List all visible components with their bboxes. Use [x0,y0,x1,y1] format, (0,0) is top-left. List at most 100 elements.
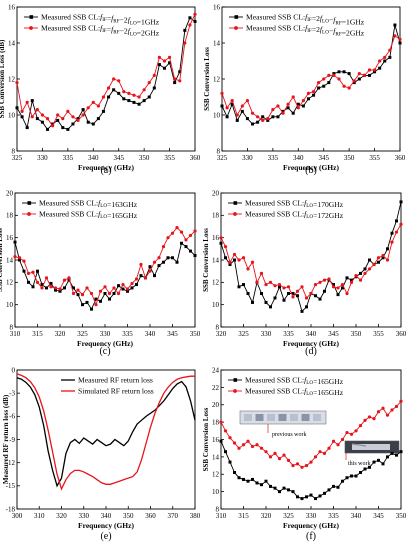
data-point [240,104,244,108]
data-point [188,233,193,238]
data-point [313,455,318,459]
x-tick-label: 355 [369,154,380,162]
x-tick-label: 310 [216,512,227,520]
y-tick-label: 0 [12,366,16,374]
data-point [179,230,184,234]
data-point [220,91,224,95]
data-point [94,297,98,301]
data-point [117,284,120,288]
data-point [166,236,170,240]
data-point [306,91,311,95]
data-point [188,16,192,20]
x-tick-label: 325 [238,330,249,338]
data-point [357,72,361,76]
data-point [54,288,57,292]
data-point [178,79,182,83]
data-point [352,81,356,85]
data-point [345,291,349,296]
data-point [162,260,165,264]
chart-panel: 320 325 330 335 340 345 350 355 360 8 10 12 14 16 18 20… [202,189,407,357]
data-point [127,99,131,103]
data-point [193,254,197,258]
x-tick-label: 335 [328,512,339,520]
data-point [350,474,353,478]
data-point [45,117,50,121]
data-point [282,453,286,457]
data-point [273,284,277,288]
data-point [332,283,335,287]
data-point [228,460,232,464]
data-point [359,271,362,275]
x-tick-label: 330 [261,330,272,338]
data-point [367,73,371,77]
data-point [276,115,280,119]
data-point [153,274,156,278]
data-point [94,303,98,307]
data-point [22,269,26,273]
data-point [56,118,60,122]
data-point [260,483,263,487]
data-point [76,288,80,292]
data-point [96,117,100,121]
data-point [35,108,39,112]
y-tick-label: 16 [8,3,16,11]
data-point [85,300,89,304]
data-point [372,417,376,421]
data-point [245,117,249,121]
data-point [157,256,161,260]
data-point [381,406,385,410]
data-point [13,255,17,259]
y-axis-label: SSB Conversion Loss [0,228,4,292]
data-point [264,282,268,287]
data-point [304,463,309,468]
legend-marker [233,212,237,216]
panel-caption: (d) [305,346,317,357]
data-point [269,484,272,488]
data-point [173,77,177,81]
data-point [273,486,277,490]
data-point [277,457,282,461]
data-point [112,88,116,92]
data-point [58,287,62,291]
data-point [36,269,39,273]
data-point [157,55,161,60]
data-point [230,99,234,103]
panel-caption: (f) [306,531,316,542]
x-tick-label: 335 [63,154,74,162]
data-point [286,102,290,106]
legend-label: Measured SSB CL:fLO=165GHz [245,387,344,398]
x-tick-label: 345 [113,154,124,162]
x-tick-label: 340 [351,512,362,520]
data-point [327,277,331,281]
y-tick-label: 20 [212,401,220,409]
data-point [259,446,264,450]
legend-label: Measured SSB CL:fIF=2fLO−fRF=2GHz [246,24,365,38]
data-point [76,293,80,297]
data-point [103,292,107,295]
y-tick-label: 14 [213,39,221,47]
y-tick-label: -9 [9,436,15,444]
data-point [377,260,380,264]
data-point [90,307,93,311]
y-tick-label: 10 [212,488,220,496]
data-point [49,285,53,289]
data-point [237,446,241,450]
data-point [340,437,345,442]
data-point [300,309,304,313]
data-point [337,77,341,81]
data-point [277,282,282,287]
x-tick-label: 350 [351,330,362,338]
x-tick-label: 315 [238,512,249,520]
data-point [347,72,351,76]
data-point [291,463,295,468]
data-point [166,256,170,260]
data-point [89,291,94,296]
data-point [86,120,90,124]
data-point [45,286,48,290]
x-tick-label: 360 [145,512,156,520]
data-point [327,488,331,492]
y-tick-label: 16 [213,3,221,11]
data-point [394,404,399,409]
data-point [225,106,229,110]
data-point [349,280,354,284]
